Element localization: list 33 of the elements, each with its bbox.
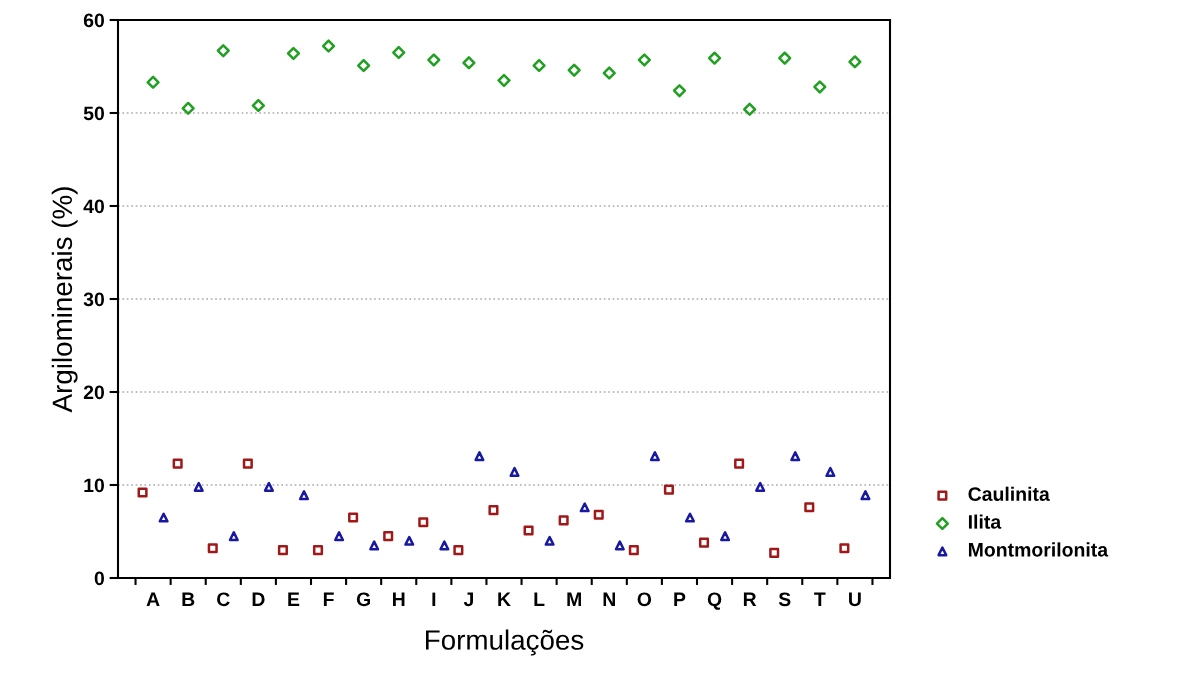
y-tick-label: 0 [94, 571, 105, 586]
x-tick-label: F [323, 592, 334, 606]
legend-label: Caulinita [968, 486, 1050, 501]
x-tick-label: S [778, 592, 791, 607]
x-tick-label: A [146, 592, 160, 606]
x-tick-label: B [182, 592, 195, 606]
x-tick-label: J [463, 592, 473, 607]
x-tick-label: G [356, 592, 370, 607]
x-tick-label: C [217, 592, 230, 607]
y-tick-label: 10 [84, 478, 105, 493]
legend-label: Ilita [968, 514, 1002, 529]
x-axis-title: Formulações [426, 629, 584, 656]
y-axis-title: Argilominerais (%) [51, 187, 78, 413]
x-tick-label: N [603, 592, 615, 606]
y-tick-label: 30 [83, 292, 105, 307]
x-tick-label: L [534, 592, 545, 606]
x-tick-label: D [252, 592, 265, 606]
x-tick-label: M [567, 592, 581, 606]
y-tick-label: 40 [83, 199, 105, 214]
legend-label: Montmorilonita [968, 542, 1109, 557]
x-tick-label: Q [707, 592, 722, 610]
y-tick-label: 60 [83, 13, 105, 28]
x-tick-label: H [393, 592, 405, 606]
x-tick-label: P [674, 592, 686, 606]
x-tick-label: E [288, 592, 300, 606]
x-tick-label: O [637, 592, 652, 607]
x-tick-label: T [814, 592, 826, 606]
x-tick-label: K [498, 592, 511, 606]
y-tick-label: 20 [83, 385, 105, 400]
x-tick-label: R [743, 592, 757, 606]
x-tick-label: U [849, 592, 861, 607]
x-tick-label: I [432, 592, 436, 606]
y-tick-label: 50 [83, 106, 105, 121]
